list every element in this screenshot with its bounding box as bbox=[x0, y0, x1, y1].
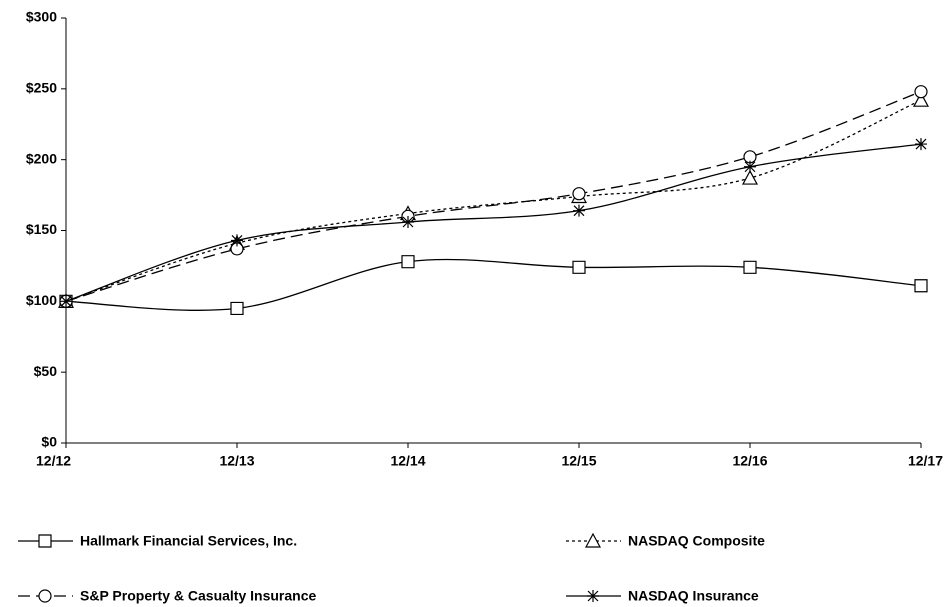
marker bbox=[914, 85, 928, 99]
x-tick-label: 12/13 bbox=[219, 453, 254, 469]
marker bbox=[743, 150, 757, 164]
legend-marker bbox=[584, 532, 602, 548]
legend-marker bbox=[38, 534, 52, 548]
marker bbox=[915, 138, 927, 151]
y-tick-label: $250 bbox=[26, 80, 57, 96]
x-tick-label: 12/15 bbox=[561, 453, 596, 469]
legend-label: NASDAQ Insurance bbox=[628, 588, 759, 604]
marker bbox=[230, 301, 244, 316]
y-tick-label: $150 bbox=[26, 221, 57, 237]
y-tick-label: $300 bbox=[26, 9, 57, 25]
legend-label: S&P Property & Casualty Insurance bbox=[80, 588, 316, 604]
series-line bbox=[65, 91, 922, 302]
marker bbox=[60, 295, 72, 308]
marker bbox=[401, 255, 415, 269]
marker bbox=[231, 234, 243, 247]
series-line bbox=[65, 258, 922, 311]
y-tick-label: $0 bbox=[41, 434, 57, 450]
marker bbox=[572, 187, 586, 201]
x-tick-label: 12/17 bbox=[908, 453, 943, 469]
x-tick-label: 12/14 bbox=[390, 453, 425, 469]
marker bbox=[744, 160, 756, 173]
y-tick-label: $200 bbox=[26, 150, 57, 166]
y-tick-label: $100 bbox=[26, 292, 57, 308]
marker bbox=[572, 260, 586, 274]
legend-label: Hallmark Financial Services, Inc. bbox=[80, 533, 297, 549]
legend-marker bbox=[587, 590, 599, 602]
legend-marker bbox=[38, 589, 52, 603]
legend-label: NASDAQ Composite bbox=[628, 533, 765, 549]
marker bbox=[743, 260, 757, 274]
series-line bbox=[65, 99, 922, 302]
marker bbox=[573, 204, 585, 217]
marker bbox=[741, 169, 759, 185]
marker bbox=[402, 216, 414, 228]
x-tick-label: 12/16 bbox=[732, 453, 767, 469]
x-tick-label: 12/12 bbox=[36, 453, 71, 469]
y-tick-label: $50 bbox=[34, 363, 58, 379]
marker bbox=[914, 279, 928, 293]
marker bbox=[912, 91, 930, 107]
series-line bbox=[65, 143, 922, 302]
